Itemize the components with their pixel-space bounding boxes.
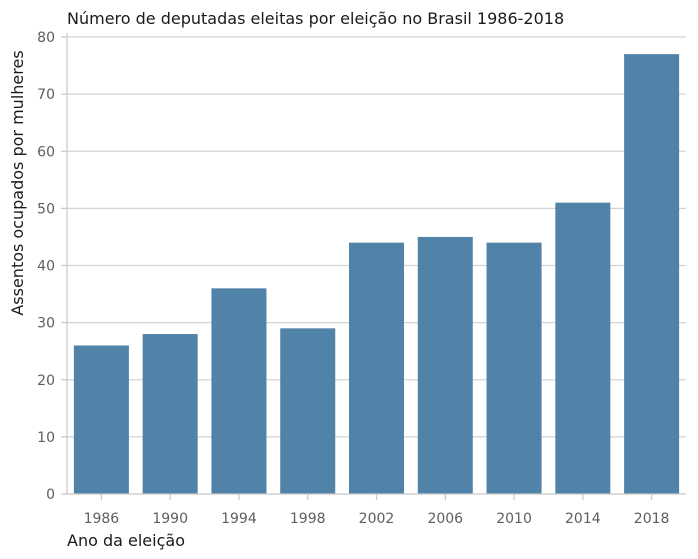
x-tick-label: 2014	[565, 511, 601, 527]
y-tick-label: 70	[37, 87, 55, 103]
x-tick-label: 2006	[427, 511, 463, 527]
x-tick-label: 2010	[496, 511, 532, 527]
y-tick-label: 30	[37, 316, 55, 332]
bars	[73, 54, 680, 494]
x-tick-label: 1998	[290, 511, 326, 527]
bar-1994	[211, 288, 267, 494]
x-tick-label: 1994	[221, 511, 257, 527]
x-axis-ticks: 1986 1990 1994 1998 2002 2006 2010 2014 2018	[84, 494, 670, 527]
y-axis-ticks: 0 10 20 30 40 50 60 70 80	[37, 30, 67, 503]
bar-2010	[486, 242, 542, 494]
y-tick-label: 0	[46, 487, 55, 503]
y-tick-label: 60	[37, 144, 55, 160]
bar-2018	[624, 54, 680, 494]
bar-1990	[142, 334, 198, 494]
y-tick-label: 10	[37, 430, 55, 446]
y-tick-label: 80	[37, 30, 55, 46]
bar-1998	[280, 328, 336, 494]
y-tick-label: 20	[37, 373, 55, 389]
x-tick-label: 1990	[152, 511, 188, 527]
bar-2006	[417, 236, 473, 494]
y-axis-label: Assentos ocupados por mulheres	[8, 50, 27, 315]
bar-1986	[73, 345, 129, 494]
x-tick-label: 2018	[634, 511, 670, 527]
x-tick-label: 2002	[359, 511, 395, 527]
chart-title: Número de deputadas eleitas por eleição …	[67, 9, 564, 28]
y-tick-label: 40	[37, 259, 55, 275]
x-tick-label: 1986	[84, 511, 120, 527]
bar-2014	[555, 202, 611, 494]
y-tick-label: 50	[37, 201, 55, 217]
bar-2002	[348, 242, 405, 494]
x-axis-label: Ano da eleição	[67, 531, 185, 550]
